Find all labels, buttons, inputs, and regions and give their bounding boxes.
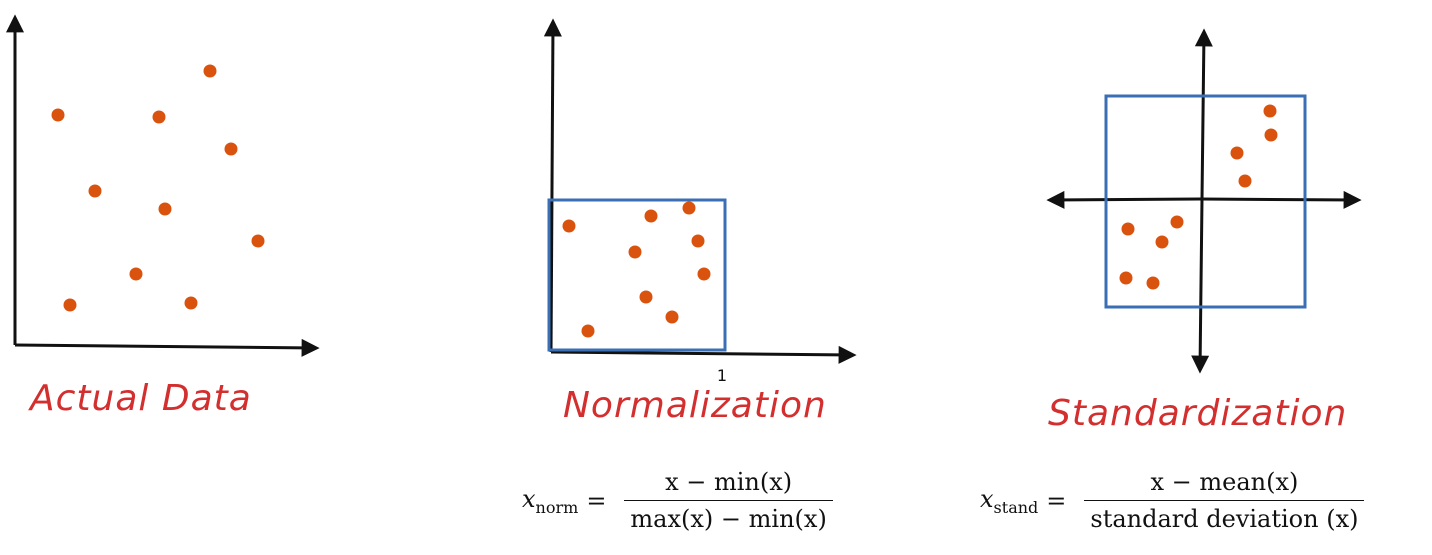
- stand-y-axis-down: [1191, 198, 1210, 374]
- data-point: [581, 324, 595, 338]
- stand-y-axis-up: [1194, 28, 1213, 200]
- normalization-panel: 1: [543, 18, 857, 385]
- normalization-points: [562, 201, 711, 338]
- data-point: [224, 142, 238, 156]
- data-point: [203, 64, 217, 78]
- data-point: [63, 298, 77, 312]
- norm-equals: =: [586, 486, 607, 515]
- norm-fraction: x − min(x) max(x) − min(x): [624, 468, 833, 533]
- data-point: [152, 110, 166, 124]
- stand-x-axis-left: [1046, 190, 1201, 209]
- data-point: [644, 209, 658, 223]
- norm-tick-label: 1: [717, 366, 727, 385]
- data-point: [51, 108, 65, 122]
- normalization-caption: Normalization: [563, 385, 827, 426]
- stand-numerator: x − mean(x): [1150, 468, 1299, 496]
- stand-equals: =: [1046, 486, 1067, 515]
- actual-data-panel: [6, 14, 320, 357]
- data-point: [1170, 215, 1184, 229]
- data-point: [184, 296, 198, 310]
- stand-denominator: standard deviation (x): [1084, 500, 1365, 533]
- norm-denominator: max(x) − min(x): [624, 500, 833, 533]
- data-point: [1146, 276, 1160, 290]
- data-point: [251, 234, 265, 248]
- norm-y-axis: [543, 18, 562, 353]
- norm-lhs: xnorm: [522, 484, 579, 517]
- data-point: [682, 201, 696, 215]
- data-point: [88, 184, 102, 198]
- standardization-panel: [1046, 28, 1362, 374]
- data-point: [1119, 271, 1133, 285]
- stand-fraction: x − mean(x) standard deviation (x): [1084, 468, 1365, 533]
- norm-numerator: x − min(x): [665, 468, 793, 496]
- actual-data-caption: Actual Data: [30, 378, 252, 419]
- data-point: [562, 219, 576, 233]
- actual-x-axis: [14, 338, 320, 357]
- data-point: [691, 234, 705, 248]
- standardization-caption: Standardization: [1048, 393, 1348, 434]
- data-point: [1238, 174, 1252, 188]
- data-point: [1155, 235, 1169, 249]
- data-point: [129, 267, 143, 281]
- stand-box: [1104, 94, 1307, 309]
- data-point: [1263, 104, 1277, 118]
- data-point: [1264, 128, 1278, 142]
- data-point: [697, 267, 711, 281]
- actual-points: [51, 64, 265, 312]
- data-point: [665, 310, 679, 324]
- data-point: [1230, 146, 1244, 160]
- stand-lhs: xstand: [980, 484, 1039, 517]
- data-point: [639, 290, 653, 304]
- normalization-formula: xnorm = x − min(x) max(x) − min(x): [522, 468, 833, 533]
- standardization-points: [1119, 104, 1278, 290]
- norm-unit-box: [547, 198, 727, 352]
- data-point: [628, 245, 642, 259]
- data-point: [1121, 222, 1135, 236]
- standardization-formula: xstand = x − mean(x) standard deviation …: [980, 468, 1365, 533]
- stand-x-axis-right: [1199, 190, 1362, 209]
- data-point: [158, 202, 172, 216]
- norm-x-axis: [550, 345, 857, 364]
